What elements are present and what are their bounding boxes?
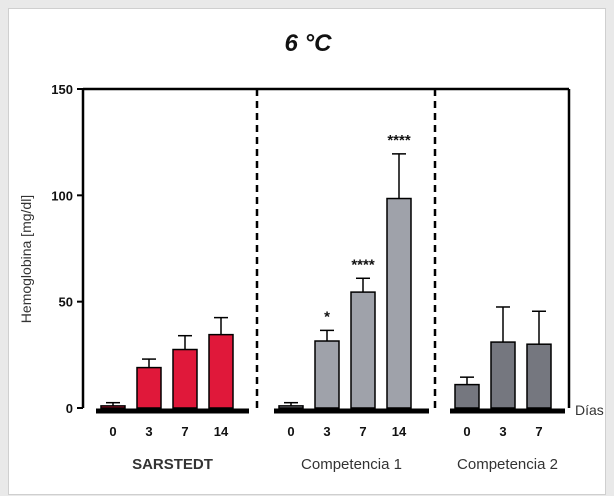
y-axis-label: Hemoglobina [mg/dl] xyxy=(18,195,34,323)
bar xyxy=(526,343,552,409)
significance-label: **** xyxy=(351,256,375,273)
x-tick-label: 7 xyxy=(181,424,188,439)
group-label: Competencia 1 xyxy=(301,456,402,473)
y-tick-label: 150 xyxy=(51,82,73,97)
bar xyxy=(490,341,516,409)
bar xyxy=(172,348,198,409)
chart-title: 6 °C xyxy=(285,30,333,57)
bar xyxy=(100,405,126,409)
bar xyxy=(278,405,304,409)
bar xyxy=(136,366,162,409)
chart-panel: 6 °C Hemoglobina [mg/dl] Días 0 50 100 150 0… xyxy=(8,8,606,495)
x-tick-label: 7 xyxy=(535,424,542,439)
bar xyxy=(208,333,234,409)
bar xyxy=(350,291,376,409)
x-axis-unit-label: Días xyxy=(575,402,604,418)
y-tick-label: 100 xyxy=(51,188,73,203)
x-tick-label: 3 xyxy=(323,424,330,439)
bar xyxy=(314,340,340,409)
x-tick-label: 0 xyxy=(287,424,294,439)
y-tick-label: 0 xyxy=(66,401,73,416)
significance-label: **** xyxy=(387,132,411,149)
x-tick-label: 3 xyxy=(145,424,152,439)
group-label: Competencia 2 xyxy=(457,456,558,473)
x-tick-label: 14 xyxy=(214,424,229,439)
bar xyxy=(454,383,480,409)
y-tick-label: 50 xyxy=(59,295,73,310)
bar xyxy=(386,197,412,409)
group-label: SARSTEDT xyxy=(132,456,213,473)
x-tick-label: 7 xyxy=(359,424,366,439)
x-tick-label: 3 xyxy=(499,424,506,439)
x-tick-label: 0 xyxy=(109,424,116,439)
bar-chart: 6 °C Hemoglobina [mg/dl] Días 0501001500… xyxy=(18,30,604,473)
plot-area: 0 50 100 150 0 3 7 14 SARSTEDT 0 3 * 7 **** 14 **** Comp… xyxy=(51,82,571,473)
x-tick-label: 14 xyxy=(392,424,407,439)
x-tick-label: 0 xyxy=(463,424,470,439)
significance-label: * xyxy=(324,308,330,325)
